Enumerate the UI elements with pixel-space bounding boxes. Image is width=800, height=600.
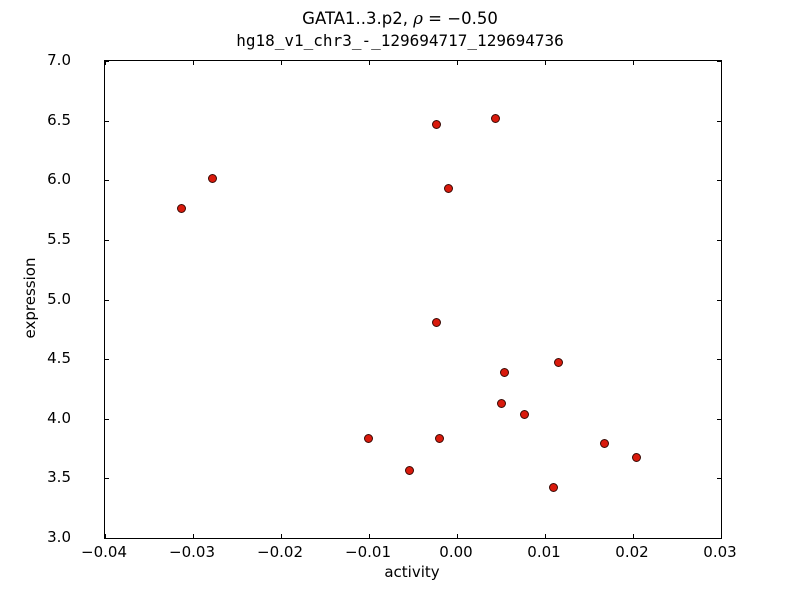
scatter-point — [431, 120, 441, 130]
y-axis-label: expression — [21, 257, 39, 339]
chart-title-prefix: GATA1..3.p2, — [302, 9, 414, 28]
scatter-point — [444, 183, 454, 193]
x-axis-tick-top — [369, 61, 370, 65]
x-axis-tick — [369, 534, 370, 538]
y-axis-tick-label: 6.0 — [47, 170, 71, 189]
y-axis-tick-label: 4.5 — [47, 349, 71, 368]
x-axis-tick-label: −0.01 — [345, 543, 391, 561]
x-axis-tick-label: 0.00 — [439, 543, 473, 561]
x-axis-tick — [633, 534, 634, 538]
y-axis-tick — [105, 299, 109, 301]
y-axis-tick-right — [717, 61, 721, 62]
y-axis-tick — [105, 239, 109, 241]
scatter-point — [176, 203, 186, 213]
plot-area — [105, 61, 721, 538]
rho-symbol: ρ — [413, 9, 423, 28]
y-axis-tick-label: 3.0 — [47, 528, 71, 546]
x-axis-tick-label: 0.01 — [527, 543, 561, 561]
scatter-point — [500, 368, 510, 378]
x-axis-label: activity — [384, 563, 440, 581]
scatter-point — [208, 174, 218, 184]
y-axis-tick — [105, 120, 109, 122]
scatter-point — [554, 357, 564, 367]
x-axis-tick-label: 0.02 — [615, 543, 649, 561]
scatter-point — [364, 434, 373, 444]
y-axis-tick — [105, 418, 109, 420]
y-axis-tick-label: 6.5 — [47, 110, 71, 129]
x-axis-tick-top — [721, 61, 722, 65]
y-axis-tick-label: 4.0 — [47, 408, 71, 427]
x-axis-tick — [721, 534, 722, 538]
scatter-point — [435, 434, 445, 444]
scatter-point — [631, 453, 641, 463]
y-axis-tick-right — [717, 239, 721, 241]
y-axis-tick — [105, 180, 109, 182]
x-axis-tick-top — [105, 61, 106, 65]
y-axis-tick-right — [717, 120, 721, 122]
y-axis-tick-right — [717, 359, 721, 361]
x-axis-tick-label: 0.03 — [703, 543, 737, 561]
scatter-point — [548, 482, 558, 492]
scatter-point — [490, 114, 500, 124]
x-axis-tick-top — [281, 61, 282, 65]
y-axis-tick-label: 5.5 — [47, 229, 71, 248]
y-axis-tick — [105, 61, 109, 62]
x-axis-tick — [545, 534, 546, 538]
y-axis-tick-right — [717, 418, 721, 420]
y-axis-tick — [105, 478, 109, 480]
scatter-point — [496, 399, 506, 409]
plot-frame — [104, 60, 722, 539]
y-axis-tick — [105, 359, 109, 361]
x-axis-tick-label: −0.04 — [81, 543, 127, 561]
x-axis-tick — [281, 534, 282, 538]
y-axis-tick-label: 3.5 — [47, 468, 71, 487]
y-axis-tick-right — [717, 478, 721, 480]
scatter-point — [519, 410, 529, 420]
x-axis-tick — [193, 534, 194, 538]
x-axis-tick-label: −0.03 — [169, 543, 215, 561]
x-axis-tick — [457, 534, 458, 538]
scatter-point — [431, 318, 441, 328]
x-axis-tick-label: −0.02 — [257, 543, 303, 561]
x-axis-tick-top — [545, 61, 546, 65]
y-axis-tick-right — [717, 299, 721, 301]
x-axis-tick — [105, 534, 106, 538]
x-axis-tick-top — [633, 61, 634, 65]
y-axis-tick — [105, 538, 109, 539]
chart-title: GATA1..3.p2, ρ = −0.50 hg18_v1_chr3_-_12… — [0, 8, 800, 52]
chart-title-suffix: = −0.50 — [422, 9, 498, 28]
y-axis-tick-label: 7.0 — [47, 51, 71, 69]
chart-title-line-1: GATA1..3.p2, ρ = −0.50 — [0, 8, 800, 30]
y-axis-tick-label: 5.0 — [47, 289, 71, 308]
scatter-point — [599, 438, 609, 448]
x-axis-tick-top — [193, 61, 194, 65]
y-axis-tick-right — [717, 180, 721, 182]
scatter-point — [405, 466, 415, 476]
chart-title-line-2: hg18_v1_chr3_-_129694717_129694736 — [236, 31, 564, 50]
x-axis-tick-top — [457, 61, 458, 65]
y-axis-tick-right — [717, 538, 721, 539]
